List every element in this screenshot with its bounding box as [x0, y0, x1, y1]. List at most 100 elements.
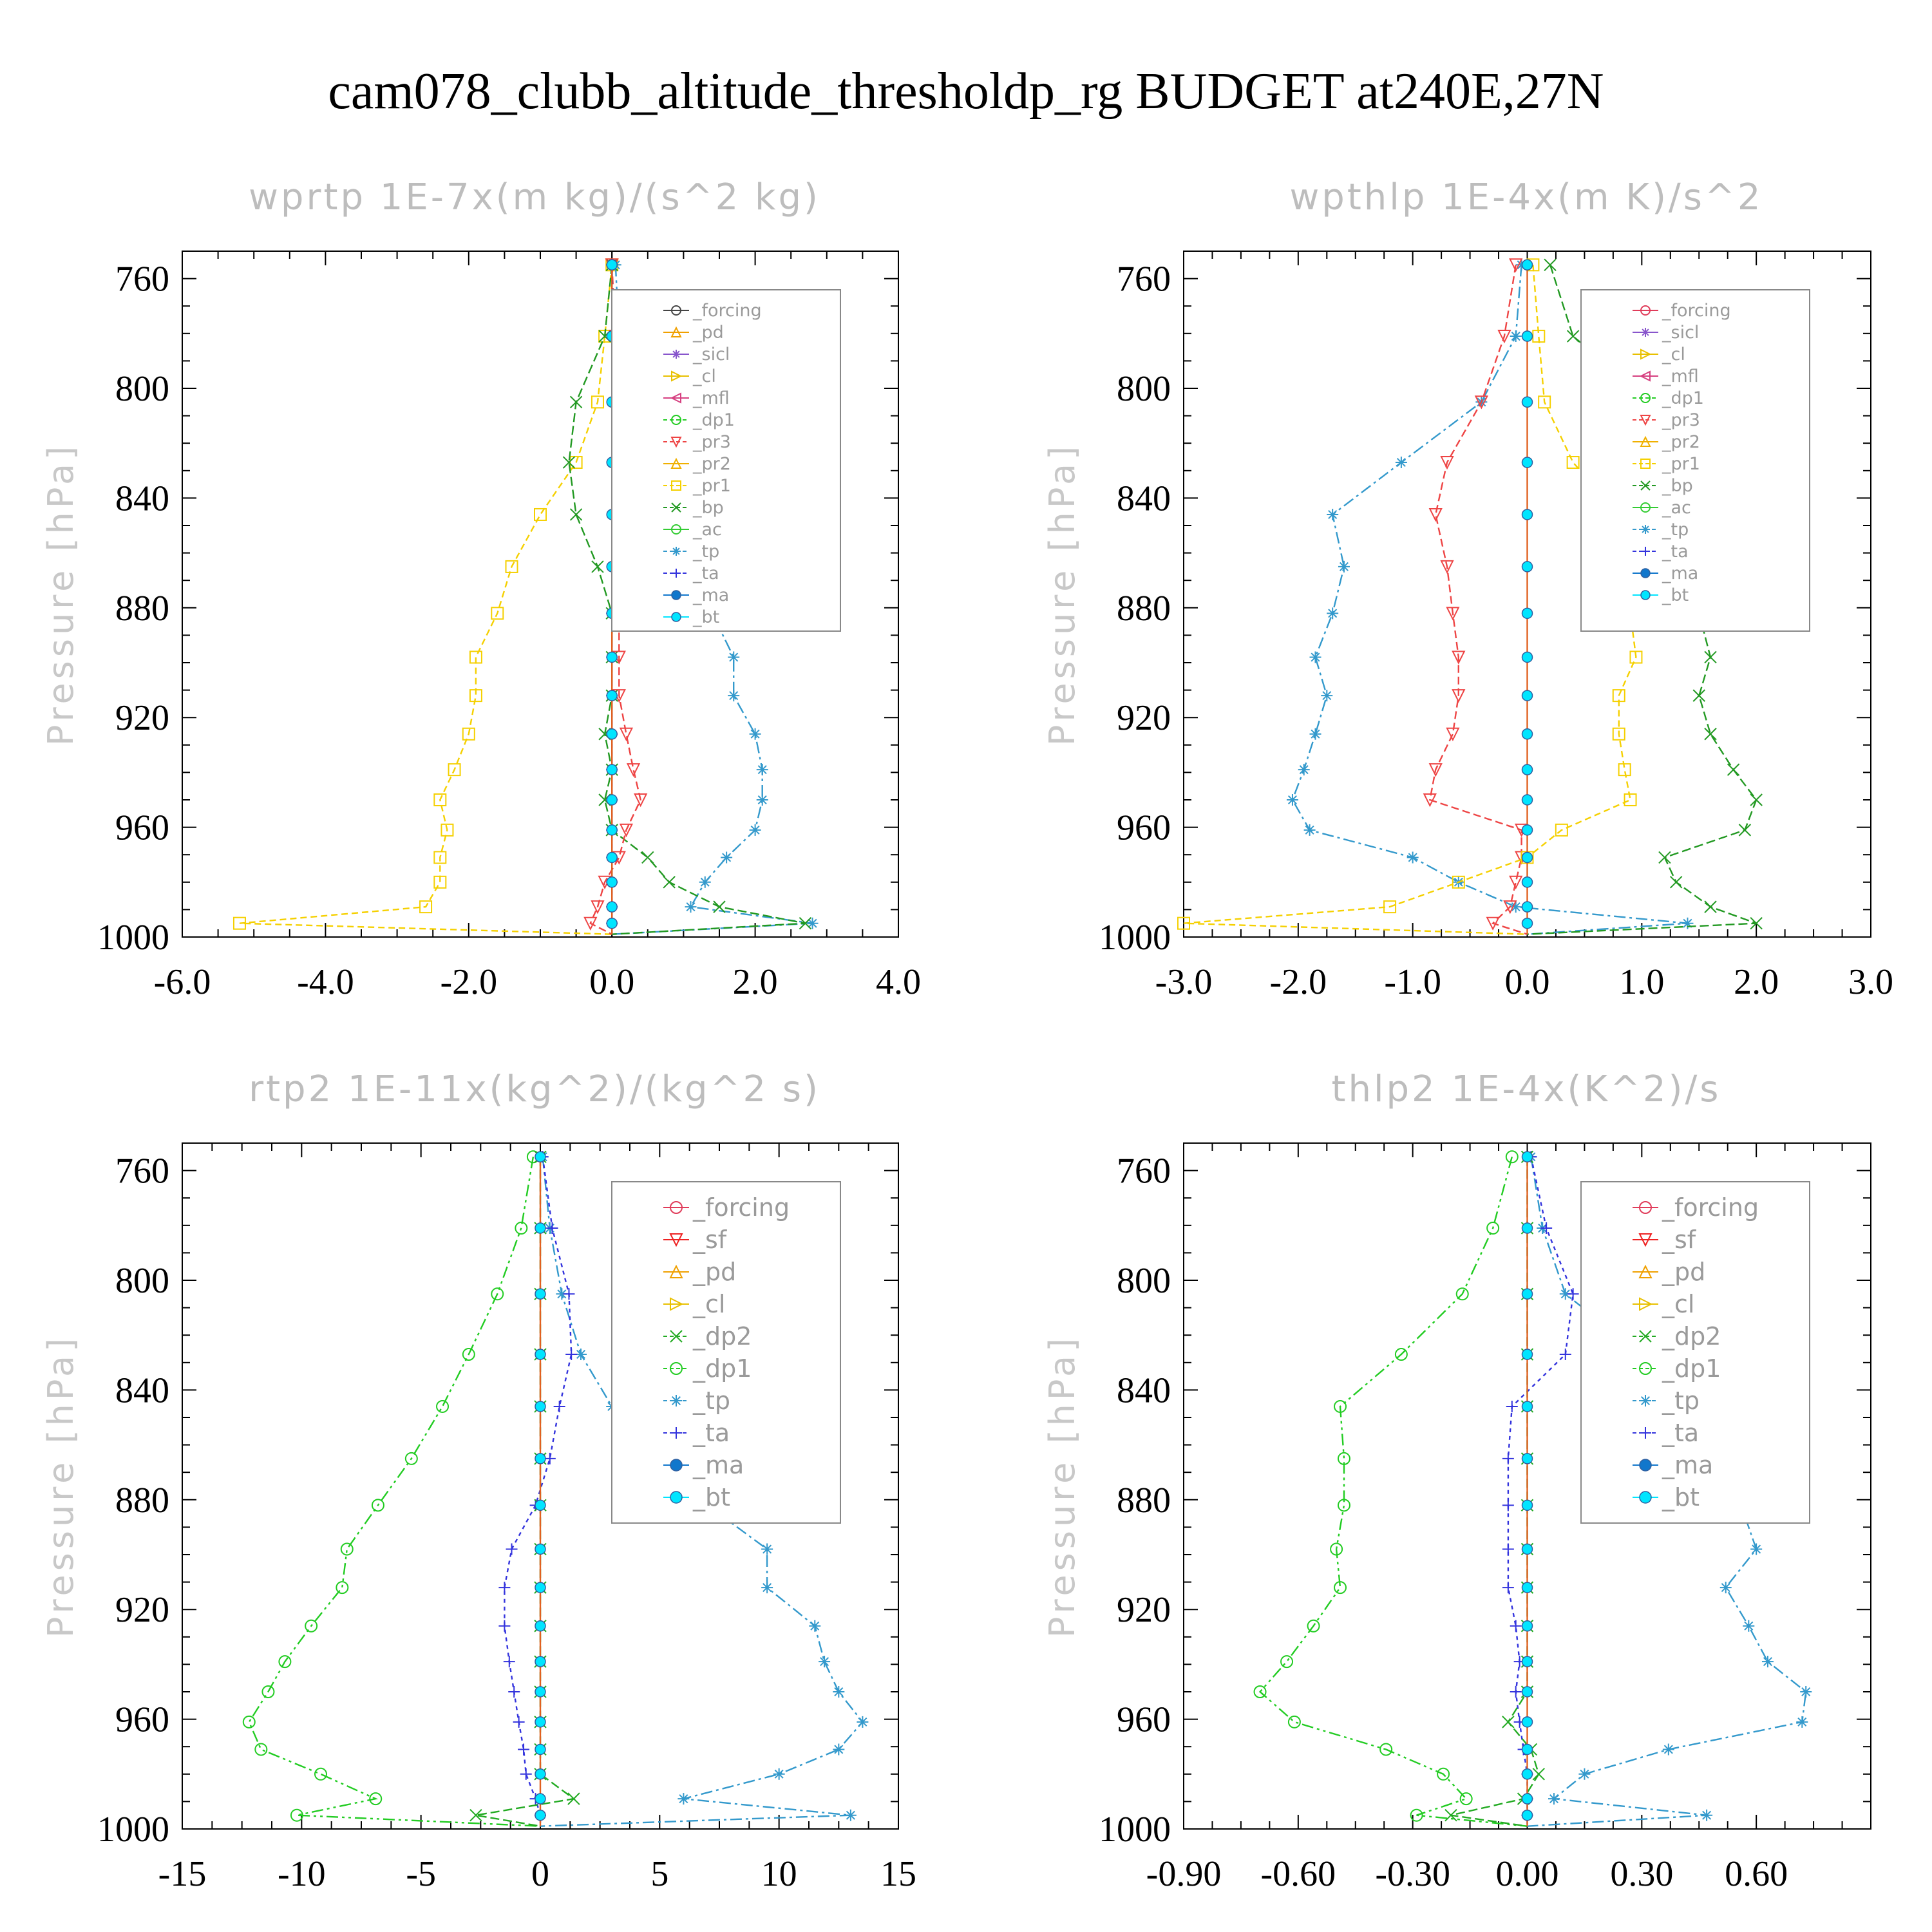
data-point: [535, 1582, 546, 1593]
legend-label: _bt: [692, 607, 719, 627]
data-point: [520, 1768, 532, 1780]
data-point: [1658, 851, 1671, 864]
data-point: [1521, 457, 1533, 468]
data-point: [336, 1581, 349, 1595]
y-tick-label: 800: [115, 369, 169, 409]
legend-marker: [671, 524, 681, 535]
y-tick-label: 1000: [97, 918, 169, 958]
data-point: [535, 1543, 546, 1555]
series-line: [1183, 265, 1637, 935]
y-tick-label: 840: [1117, 1370, 1171, 1410]
legend-label: _pr2: [1662, 432, 1700, 452]
data-point: [1309, 728, 1321, 740]
data-point: [1701, 1809, 1713, 1821]
data-point: [749, 728, 761, 740]
data-point: [583, 916, 598, 931]
x-tick-label: -6.0: [154, 962, 211, 1002]
data-point: [1521, 1656, 1533, 1667]
legend-marker: [1640, 590, 1651, 600]
data-point: [1521, 1686, 1533, 1698]
legend-marker: [670, 1459, 683, 1472]
data-point: [1334, 1399, 1347, 1413]
data-point: [1423, 793, 1437, 808]
panels-container: wprtp 1E-7x(m kg)/(s^2 kg) Pressure [hPa]…: [41, 176, 1893, 1894]
y-tick-label: 920: [115, 698, 169, 738]
legend-label: _cl: [1662, 1290, 1694, 1318]
legend-marker: [1640, 459, 1651, 469]
data-point: [1624, 793, 1637, 806]
data-point: [677, 1793, 690, 1805]
data-point: [1567, 1288, 1579, 1300]
legend-label: _cl: [692, 366, 716, 386]
data-point: [1521, 396, 1533, 408]
legend-box: [611, 1181, 841, 1524]
legend-label: _dp1: [692, 1354, 752, 1383]
legend-marker: [672, 547, 681, 556]
legend-marker: [670, 1330, 683, 1343]
data-point: [1727, 763, 1740, 776]
y-tick-label: 760: [115, 260, 169, 299]
data-point: [606, 728, 618, 740]
data-point: [305, 1619, 318, 1633]
data-point: [232, 916, 246, 930]
legend: _forcing _sf _pd _cl _dp2 _dp1 _tp _ta _ma _bt: [611, 1181, 841, 1524]
data-point: [1503, 900, 1517, 914]
series-line: [1428, 265, 1528, 935]
legend-marker: [1640, 568, 1651, 578]
legend-marker: [670, 1427, 682, 1439]
data-point: [535, 1656, 546, 1667]
data-point: [1544, 258, 1557, 272]
x-tick-label: 10: [761, 1854, 797, 1894]
legend-label: _sf: [1662, 1226, 1697, 1254]
legend-marker: [1640, 1427, 1651, 1439]
data-point: [1338, 560, 1350, 573]
y-tick-label: 800: [115, 1261, 169, 1301]
x-tick-label: -0.90: [1146, 1854, 1222, 1894]
data-point: [1521, 1743, 1533, 1756]
y-tick-label: 840: [115, 1370, 169, 1410]
data-point: [1406, 851, 1419, 864]
data-point: [1521, 509, 1533, 520]
data-point: [565, 1349, 578, 1361]
data-point: [1303, 824, 1316, 836]
data-point: [1502, 1452, 1514, 1464]
y-tick-label: 760: [1117, 260, 1171, 299]
data-point: [1395, 457, 1407, 469]
y-tick-label: 840: [1117, 478, 1171, 518]
data-point: [553, 1400, 565, 1412]
data-point: [1548, 1793, 1560, 1805]
data-point: [1612, 689, 1625, 703]
series-line: [248, 1157, 541, 1827]
data-point: [433, 851, 447, 864]
data-point: [1521, 690, 1533, 701]
panel-title: wprtp 1E-7x(m kg)/(s^2 kg): [249, 176, 820, 218]
x-tick-label: 2.0: [733, 962, 778, 1002]
legend-marker: [671, 480, 681, 491]
y-tick-label: 920: [115, 1590, 169, 1630]
data-point: [1452, 875, 1465, 889]
data-point: [1394, 1348, 1408, 1361]
series-bt: [1521, 1151, 1533, 1826]
legend-marker: [670, 1201, 683, 1214]
data-point: [606, 651, 618, 663]
legend-marker: [671, 370, 683, 382]
data-point: [1750, 916, 1763, 930]
data-point: [1510, 1686, 1522, 1698]
x-tick-label: -0.60: [1261, 1854, 1336, 1894]
legend-marker: [1640, 348, 1652, 360]
legend-marker: [669, 1233, 683, 1247]
y-axis-label: Pressure [hPa]: [1042, 442, 1083, 746]
data-point: [619, 823, 634, 838]
data-point: [1510, 330, 1522, 343]
data-point: [569, 395, 583, 409]
x-tick-label: 0.0: [1505, 962, 1550, 1002]
data-point: [506, 1543, 518, 1555]
data-point: [799, 916, 812, 930]
legend-label: _dp1: [692, 410, 735, 430]
data-point: [1559, 1349, 1571, 1361]
legend-marker: [1639, 1459, 1652, 1472]
legend-label: _mfl: [692, 388, 730, 408]
legend-label: _tp: [1662, 1387, 1700, 1415]
data-point: [1452, 650, 1466, 665]
